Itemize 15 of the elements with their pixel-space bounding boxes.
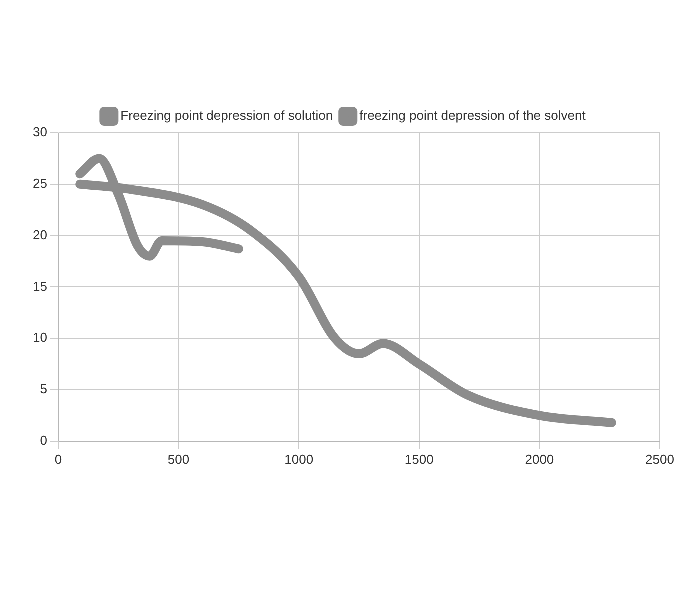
legend-label: freezing point depression of the solvent: [360, 108, 586, 124]
x-tick-label: 2500: [646, 452, 674, 467]
x-tick-label: 1500: [404, 452, 434, 467]
y-tick-label: 15: [32, 278, 48, 294]
legend-label: Freezing point depression of solution: [120, 108, 334, 124]
x-tick-label: 0: [54, 452, 62, 467]
x-tick-label: 1000: [284, 452, 314, 467]
y-tick-label: 5: [40, 382, 48, 397]
x-tick-label: 500: [168, 452, 190, 467]
y-tick-label: 20: [32, 227, 48, 242]
x-tick-label: 2000: [525, 452, 554, 467]
y-tick-label: 10: [32, 330, 48, 346]
y-tick-label: 25: [32, 176, 48, 191]
y-tick-label: 30: [32, 124, 48, 140]
y-tick-label: 0: [40, 432, 48, 448]
